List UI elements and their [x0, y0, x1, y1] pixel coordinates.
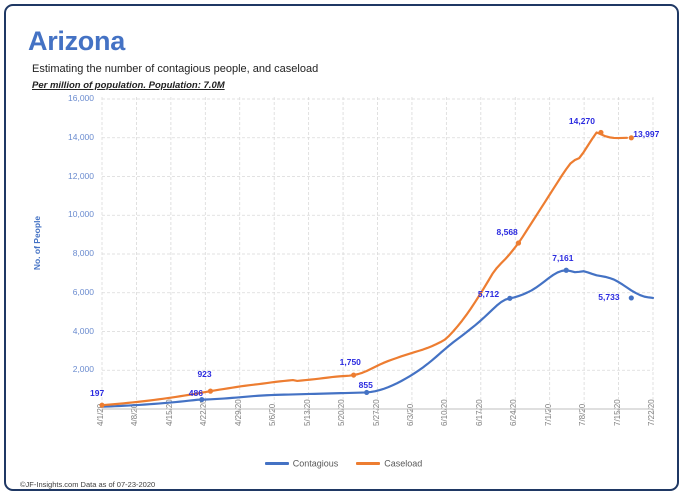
x-axis-tick-label: 4/15/20	[164, 399, 174, 426]
data-point-label: 5,733	[598, 291, 620, 302]
x-axis-tick-label: 6/17/20	[474, 399, 484, 426]
data-point-label: 7,161	[552, 253, 574, 264]
data-point-label: 923	[197, 369, 212, 380]
data-point-label: 197	[90, 388, 105, 399]
data-point-marker	[563, 267, 569, 273]
legend-label: Caseload	[384, 458, 423, 469]
x-axis-tick-label: 4/8/20	[130, 403, 140, 426]
x-axis-tick-label: 7/22/20	[647, 399, 656, 426]
y-axis-tick-label: 4,000	[72, 325, 94, 336]
legend-label: Contagious	[292, 458, 339, 469]
y-axis-tick-label: 14,000	[68, 131, 94, 142]
chart-subtitle: Estimating the number of contagious peop…	[32, 63, 319, 75]
x-axis-tick-label: 4/22/20	[199, 399, 209, 426]
legend-swatch-icon	[264, 462, 289, 466]
y-axis-tick-label: 8,000	[72, 248, 94, 258]
legend-swatch-icon	[356, 462, 381, 466]
data-point-marker	[507, 295, 513, 301]
x-axis-tick-label: 5/20/20	[337, 399, 347, 426]
series-line-contagious	[100, 269, 655, 408]
y-axis-tick-label: 10,000	[68, 209, 94, 220]
chart-note: Per million of population. Population: 7…	[32, 80, 225, 91]
x-axis-tick-label: 6/3/20	[405, 403, 415, 426]
legend-item-contagious[interactable]: Contagious	[264, 458, 339, 469]
page-title: Arizona	[28, 26, 125, 56]
x-axis-tick-label: 6/10/20	[440, 399, 450, 426]
data-point-label: 8,568	[496, 226, 518, 237]
x-axis-tick-label: 7/1/20	[543, 403, 553, 426]
x-axis-tick-label: 4/1/20	[96, 403, 105, 426]
chart-card: Arizona Estimating the number of contagi…	[4, 4, 679, 491]
y-axis-title: No. of People	[32, 215, 42, 271]
data-point-marker	[364, 389, 370, 396]
x-axis-tick-label: 5/27/20	[371, 399, 381, 426]
data-point-label: 1,750	[339, 357, 361, 368]
data-point-label: 13,997	[633, 128, 660, 139]
data-point-label: 486	[188, 387, 203, 398]
x-axis-tick-label: 6/24/20	[509, 399, 519, 426]
data-point-label: 5,712	[477, 289, 500, 300]
y-axis-tick-label: 12,000	[68, 170, 94, 181]
y-axis-tick-label: 16,000	[68, 93, 94, 103]
legend-item-caseload[interactable]: Caseload	[356, 458, 422, 469]
data-point-label: 855	[358, 380, 373, 391]
x-axis-tick-label: 5/6/20	[268, 403, 278, 426]
data-point-marker	[515, 240, 522, 246]
data-point-label: 14,270	[568, 115, 595, 126]
data-point-marker	[628, 295, 634, 301]
chart-legend: Contagious Caseload	[6, 458, 681, 469]
data-point-marker	[207, 388, 214, 394]
data-point-marker	[351, 372, 357, 378]
y-axis-tick-label: 2,000	[72, 364, 94, 375]
x-axis-tick-label: 7/15/20	[612, 399, 622, 426]
series-line-caseload	[100, 131, 629, 407]
y-axis-tick-label: 6,000	[72, 286, 94, 297]
x-axis-tick-label: 5/13/20	[302, 399, 312, 426]
x-axis-tick-label: 7/8/20	[578, 403, 588, 426]
x-axis-tick-label: 4/29/20	[233, 399, 243, 426]
footer-credit: ©JF-Insights.com Data as of 07-23-2020	[20, 480, 156, 489]
data-point-marker	[598, 129, 604, 136]
